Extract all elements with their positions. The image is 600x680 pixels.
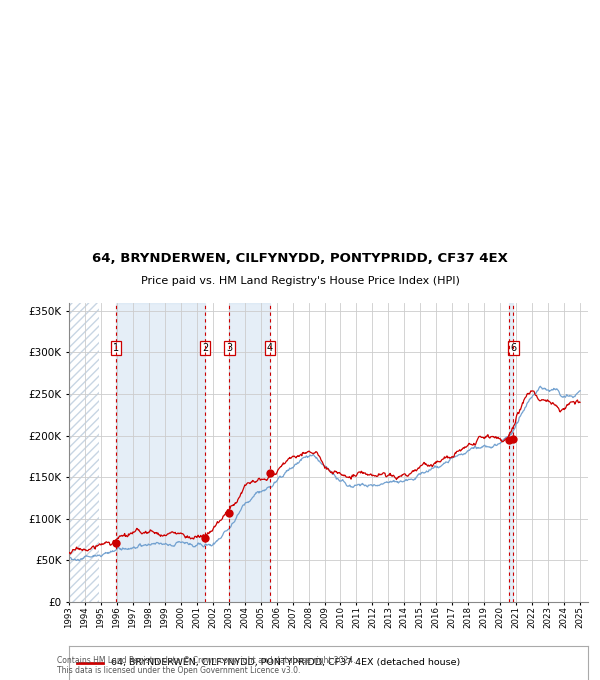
Text: 4: 4 [266, 343, 273, 354]
Bar [69, 303, 100, 602]
Text: Price paid vs. HM Land Registry's House Price Index (HPI): Price paid vs. HM Land Registry's House … [140, 275, 460, 286]
Bar [229, 303, 270, 602]
Text: 1: 1 [113, 343, 119, 354]
Text: 3: 3 [226, 343, 233, 354]
Bar [509, 303, 514, 602]
Text: 6: 6 [511, 343, 517, 354]
Bar [69, 303, 100, 602]
Text: 64, BRYNDERWEN, CILFYNYDD, PONTYPRIDD, CF37 4EX (detached house): 64, BRYNDERWEN, CILFYNYDD, PONTYPRIDD, C… [110, 658, 460, 667]
Text: This data is licensed under the Open Government Licence v3.0.: This data is licensed under the Open Gov… [57, 666, 301, 675]
Text: 2: 2 [202, 343, 208, 354]
Bar [116, 303, 205, 602]
Text: Contains HM Land Registry data © Crown copyright and database right 2024.: Contains HM Land Registry data © Crown c… [57, 656, 355, 665]
Text: 64, BRYNDERWEN, CILFYNYDD, PONTYPRIDD, CF37 4EX: 64, BRYNDERWEN, CILFYNYDD, PONTYPRIDD, C… [92, 252, 508, 265]
